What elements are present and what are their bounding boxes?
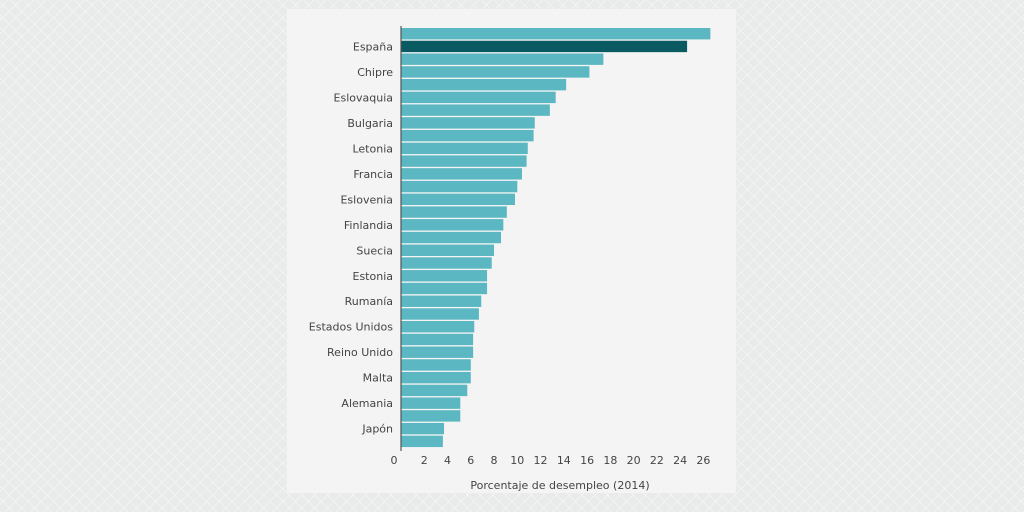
bar-21 — [401, 295, 482, 307]
category-label: Japón — [361, 423, 393, 436]
bar-1 — [401, 40, 688, 53]
bar-14 — [401, 206, 507, 218]
bar-0 — [401, 28, 711, 40]
x-tick-label: 8 — [491, 454, 498, 467]
category-label: Finlandia — [344, 219, 393, 232]
x-tick-label: 6 — [467, 454, 474, 467]
category-label: Estonia — [353, 270, 394, 283]
bars-group — [401, 28, 711, 448]
category-label: Suecia — [356, 244, 393, 257]
x-tick-label: 22 — [650, 454, 664, 467]
category-label: Bulgaria — [347, 117, 393, 130]
bar-19 — [401, 270, 488, 282]
x-tick-label: 26 — [696, 454, 710, 467]
category-label: España — [353, 40, 393, 53]
bar-32 — [401, 435, 443, 448]
bar-15 — [401, 219, 504, 231]
category-label: Letonia — [352, 142, 393, 155]
bar-26 — [401, 359, 471, 371]
bar-31 — [401, 422, 445, 435]
bar-30 — [401, 410, 461, 422]
x-axis-title: Porcentaje de desempleo (2014) — [470, 479, 649, 492]
bar-12 — [401, 180, 518, 193]
x-tick-label: 20 — [627, 454, 641, 467]
category-label: Eslovenia — [340, 193, 393, 206]
bar-2 — [401, 53, 604, 65]
category-label: Malta — [363, 372, 393, 385]
bar-9 — [401, 142, 528, 155]
bar-24 — [401, 333, 474, 346]
bar-22 — [401, 308, 479, 320]
x-tick-label: 4 — [444, 454, 451, 467]
x-tick-label: 14 — [557, 454, 571, 467]
category-labels: España Chipre Eslovaquia Bulgaria Letonia Fra… — [309, 40, 393, 435]
chart-card: España Chipre Eslovaquia Bulgaria Letonia Fra… — [287, 9, 736, 493]
x-tick-label: 24 — [673, 454, 687, 467]
category-label: Rumanía — [345, 295, 393, 308]
bar-29 — [401, 397, 461, 409]
bar-8 — [401, 129, 534, 142]
bar-28 — [401, 384, 468, 397]
category-label: Estados Unidos — [309, 321, 393, 334]
bar-18 — [401, 257, 492, 269]
bar-4 — [401, 78, 567, 91]
bar-27 — [401, 371, 471, 384]
x-tick-label: 16 — [580, 454, 594, 467]
x-tick-label: 18 — [603, 454, 617, 467]
bar-5 — [401, 91, 556, 104]
bar-16 — [401, 231, 502, 244]
bar-chart: España Chipre Eslovaquia Bulgaria Letonia Fra… — [309, 26, 711, 492]
x-tick-labels: 0 2 4 6 8 10 12 14 16 18 20 22 24 26 — [391, 454, 711, 467]
category-label: Eslovaquia — [334, 91, 393, 104]
x-tick-label: 2 — [421, 454, 428, 467]
x-tick-label: 10 — [510, 454, 524, 467]
bar-23 — [401, 321, 475, 333]
bar-7 — [401, 117, 535, 129]
bar-6 — [401, 104, 550, 116]
category-label: Francia — [353, 168, 393, 181]
bar-20 — [401, 282, 488, 295]
bar-10 — [401, 155, 527, 167]
bar-25 — [401, 346, 474, 358]
x-tick-label: 12 — [534, 454, 548, 467]
category-label: Chipre — [357, 66, 393, 79]
bar-3 — [401, 66, 590, 78]
x-tick-label: 0 — [391, 454, 398, 467]
bar-17 — [401, 244, 495, 256]
category-label: Reino Unido — [327, 346, 393, 359]
category-label: Alemania — [341, 397, 393, 410]
bar-11 — [401, 168, 522, 180]
bar-13 — [401, 193, 515, 206]
